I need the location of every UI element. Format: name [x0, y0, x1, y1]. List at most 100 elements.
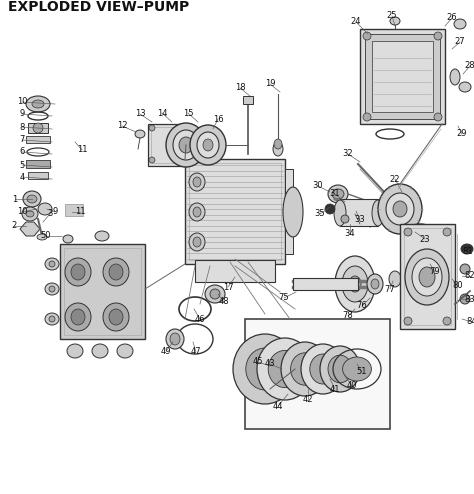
Text: 31: 31 — [330, 190, 340, 199]
Bar — [60, 244, 145, 339]
Ellipse shape — [257, 338, 313, 400]
Ellipse shape — [367, 274, 383, 294]
Ellipse shape — [273, 142, 283, 156]
Text: 10: 10 — [17, 97, 27, 107]
Ellipse shape — [166, 329, 184, 349]
Ellipse shape — [92, 344, 108, 358]
Bar — [189, 163, 281, 260]
Bar — [404, 228, 451, 325]
Ellipse shape — [393, 201, 407, 217]
Ellipse shape — [404, 317, 412, 325]
Ellipse shape — [49, 286, 55, 292]
Ellipse shape — [372, 200, 384, 226]
Ellipse shape — [49, 316, 55, 322]
Bar — [245, 319, 390, 429]
Ellipse shape — [49, 261, 55, 267]
Text: 16: 16 — [213, 115, 223, 124]
Text: 80: 80 — [453, 282, 463, 290]
Text: 9: 9 — [52, 207, 58, 216]
Bar — [293, 278, 358, 290]
Ellipse shape — [65, 258, 91, 286]
Bar — [64, 248, 141, 335]
Text: 23: 23 — [419, 235, 430, 244]
Text: 40: 40 — [347, 381, 357, 390]
Ellipse shape — [404, 228, 412, 236]
Ellipse shape — [328, 355, 352, 383]
Ellipse shape — [405, 249, 449, 305]
Text: 33: 33 — [355, 215, 365, 224]
Ellipse shape — [363, 32, 371, 40]
Text: 43: 43 — [264, 360, 275, 369]
Text: 83: 83 — [465, 294, 474, 303]
Ellipse shape — [26, 96, 50, 112]
Ellipse shape — [443, 317, 451, 325]
Ellipse shape — [419, 267, 435, 287]
Ellipse shape — [149, 157, 155, 163]
Text: 24: 24 — [351, 17, 361, 27]
Ellipse shape — [343, 357, 372, 381]
Ellipse shape — [434, 32, 442, 40]
Ellipse shape — [334, 200, 346, 226]
Bar — [365, 34, 440, 119]
Text: 5: 5 — [19, 161, 25, 169]
Text: 34: 34 — [345, 230, 356, 239]
Ellipse shape — [203, 139, 213, 151]
Text: 45: 45 — [253, 358, 263, 367]
Bar — [195, 260, 275, 282]
Ellipse shape — [109, 264, 123, 280]
Ellipse shape — [443, 228, 451, 236]
Bar — [65, 204, 83, 216]
Bar — [26, 136, 50, 143]
Ellipse shape — [301, 344, 345, 394]
Ellipse shape — [33, 123, 43, 133]
Ellipse shape — [320, 346, 360, 392]
Text: EXPLODED VIEW–PUMP: EXPLODED VIEW–PUMP — [8, 0, 189, 14]
Ellipse shape — [67, 344, 83, 358]
Ellipse shape — [342, 266, 368, 302]
Ellipse shape — [390, 17, 400, 25]
Text: 3: 3 — [47, 209, 53, 218]
Text: 32: 32 — [343, 150, 353, 159]
Ellipse shape — [23, 191, 41, 207]
Text: 19: 19 — [265, 80, 275, 88]
Ellipse shape — [27, 195, 37, 203]
Ellipse shape — [45, 313, 59, 325]
Ellipse shape — [363, 113, 371, 121]
Text: 9: 9 — [19, 110, 25, 119]
Ellipse shape — [170, 333, 180, 345]
Ellipse shape — [173, 130, 199, 160]
Ellipse shape — [349, 276, 361, 292]
Ellipse shape — [179, 137, 193, 153]
Text: 10: 10 — [17, 207, 27, 216]
Ellipse shape — [341, 215, 349, 223]
Text: 6: 6 — [19, 148, 25, 157]
Text: 35: 35 — [315, 209, 325, 218]
Ellipse shape — [450, 69, 460, 85]
Text: 7: 7 — [19, 135, 25, 145]
Text: 2: 2 — [11, 221, 17, 231]
Polygon shape — [20, 222, 40, 236]
Ellipse shape — [386, 193, 414, 225]
Ellipse shape — [103, 303, 129, 331]
Ellipse shape — [459, 82, 471, 92]
Bar — [400, 224, 455, 329]
Ellipse shape — [149, 125, 155, 131]
Text: 78: 78 — [343, 312, 354, 321]
Ellipse shape — [210, 289, 220, 299]
Ellipse shape — [310, 354, 336, 384]
Text: 46: 46 — [195, 315, 205, 324]
Text: 30: 30 — [313, 181, 323, 191]
Ellipse shape — [45, 258, 59, 270]
Text: 48: 48 — [219, 297, 229, 306]
Bar — [372, 41, 433, 112]
Text: 14: 14 — [157, 109, 167, 118]
Ellipse shape — [109, 309, 123, 325]
Text: 41: 41 — [330, 384, 340, 394]
Bar — [243, 96, 253, 104]
Bar — [26, 160, 50, 168]
Ellipse shape — [63, 235, 73, 243]
Text: 50: 50 — [41, 232, 51, 241]
Text: 4: 4 — [19, 172, 25, 181]
Ellipse shape — [325, 204, 335, 214]
Ellipse shape — [193, 177, 201, 187]
